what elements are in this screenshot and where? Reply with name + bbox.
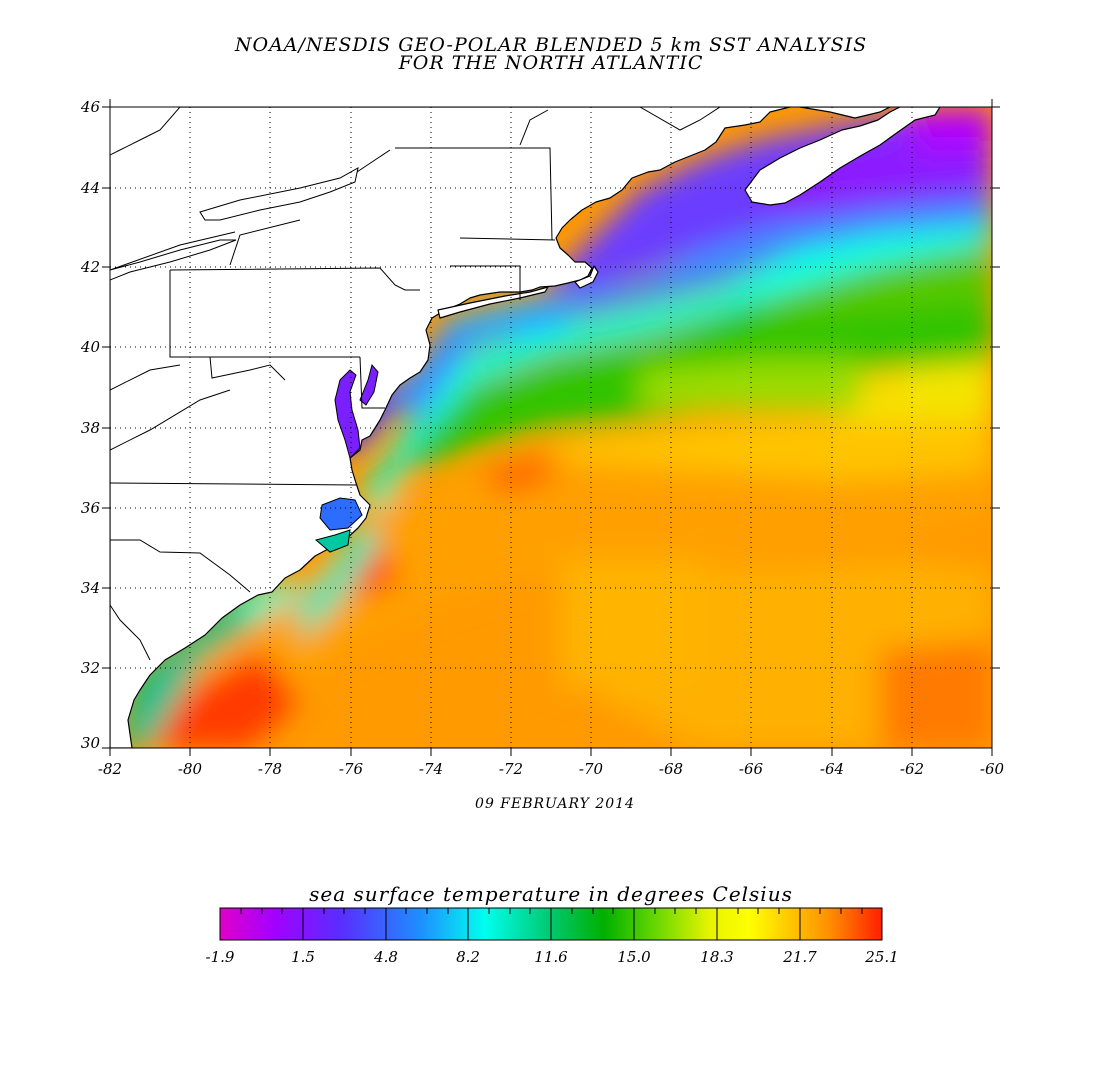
lat-label-38: 38: [80, 419, 100, 437]
colorbar-label: 25.1: [865, 948, 899, 966]
great-lakes: [110, 107, 721, 281]
map-title-line2: FOR THE NORTH ATLANTIC: [398, 52, 704, 74]
lat-label-42: 42: [80, 258, 100, 276]
state-borders: [110, 109, 556, 661]
colorbar-label: -1.9: [205, 948, 235, 966]
colorbar-ticks: [240, 908, 863, 940]
lat-label-46: 46: [80, 98, 100, 116]
lat-label-44: 44: [80, 179, 100, 197]
lon-label--68: -68: [658, 760, 684, 778]
colorbar-title: sea surface temperature in degrees Celsi…: [309, 882, 793, 906]
lon-label--66: -66: [738, 760, 764, 778]
lon-label--70: -70: [578, 760, 604, 778]
lon-label--78: -78: [257, 760, 283, 778]
lon-label--80: -80: [177, 760, 203, 778]
colorbar-label: 18.3: [700, 948, 734, 966]
lon-label--62: -62: [899, 760, 925, 778]
map-title-line1: NOAA/NESDIS GEO-POLAR BLENDED 5 km SST A…: [234, 34, 868, 56]
colorbar-label: 15.0: [617, 948, 651, 966]
colorbar-label: 1.5: [291, 948, 315, 966]
colorbar-label: 11.6: [534, 948, 568, 966]
lon-label--76: -76: [338, 760, 364, 778]
colorbar-label: 4.8: [374, 948, 398, 966]
lat-label-32: 32: [80, 659, 100, 677]
lon-label--82: -82: [97, 760, 123, 778]
lon-label--64: -64: [819, 760, 845, 778]
lon-label--72: -72: [498, 760, 524, 778]
lat-label-40: 40: [80, 338, 100, 356]
lon-label--60: -60: [979, 760, 1005, 778]
bays: [314, 363, 379, 553]
lat-label-36: 36: [80, 499, 100, 517]
lat-label-34: 34: [80, 579, 100, 597]
gridlines: [110, 107, 992, 748]
tick-marks: [102, 99, 1000, 756]
analysis-date: 09 FEBRUARY 2014: [475, 796, 635, 812]
lon-label--74: -74: [418, 760, 444, 778]
colorbar-label: 21.7: [783, 948, 817, 966]
colorbar-label: 8.2: [456, 948, 480, 966]
lat-label-30: 30: [80, 734, 100, 752]
